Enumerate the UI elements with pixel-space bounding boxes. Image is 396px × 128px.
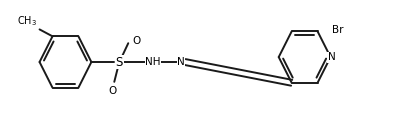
Text: O: O bbox=[132, 36, 141, 46]
Text: N: N bbox=[327, 52, 335, 62]
Text: NH: NH bbox=[145, 57, 161, 67]
Text: CH$_3$: CH$_3$ bbox=[17, 15, 36, 28]
Text: O: O bbox=[108, 86, 116, 96]
Text: N: N bbox=[177, 57, 185, 67]
Text: S: S bbox=[116, 56, 123, 68]
Text: Br: Br bbox=[331, 25, 343, 35]
